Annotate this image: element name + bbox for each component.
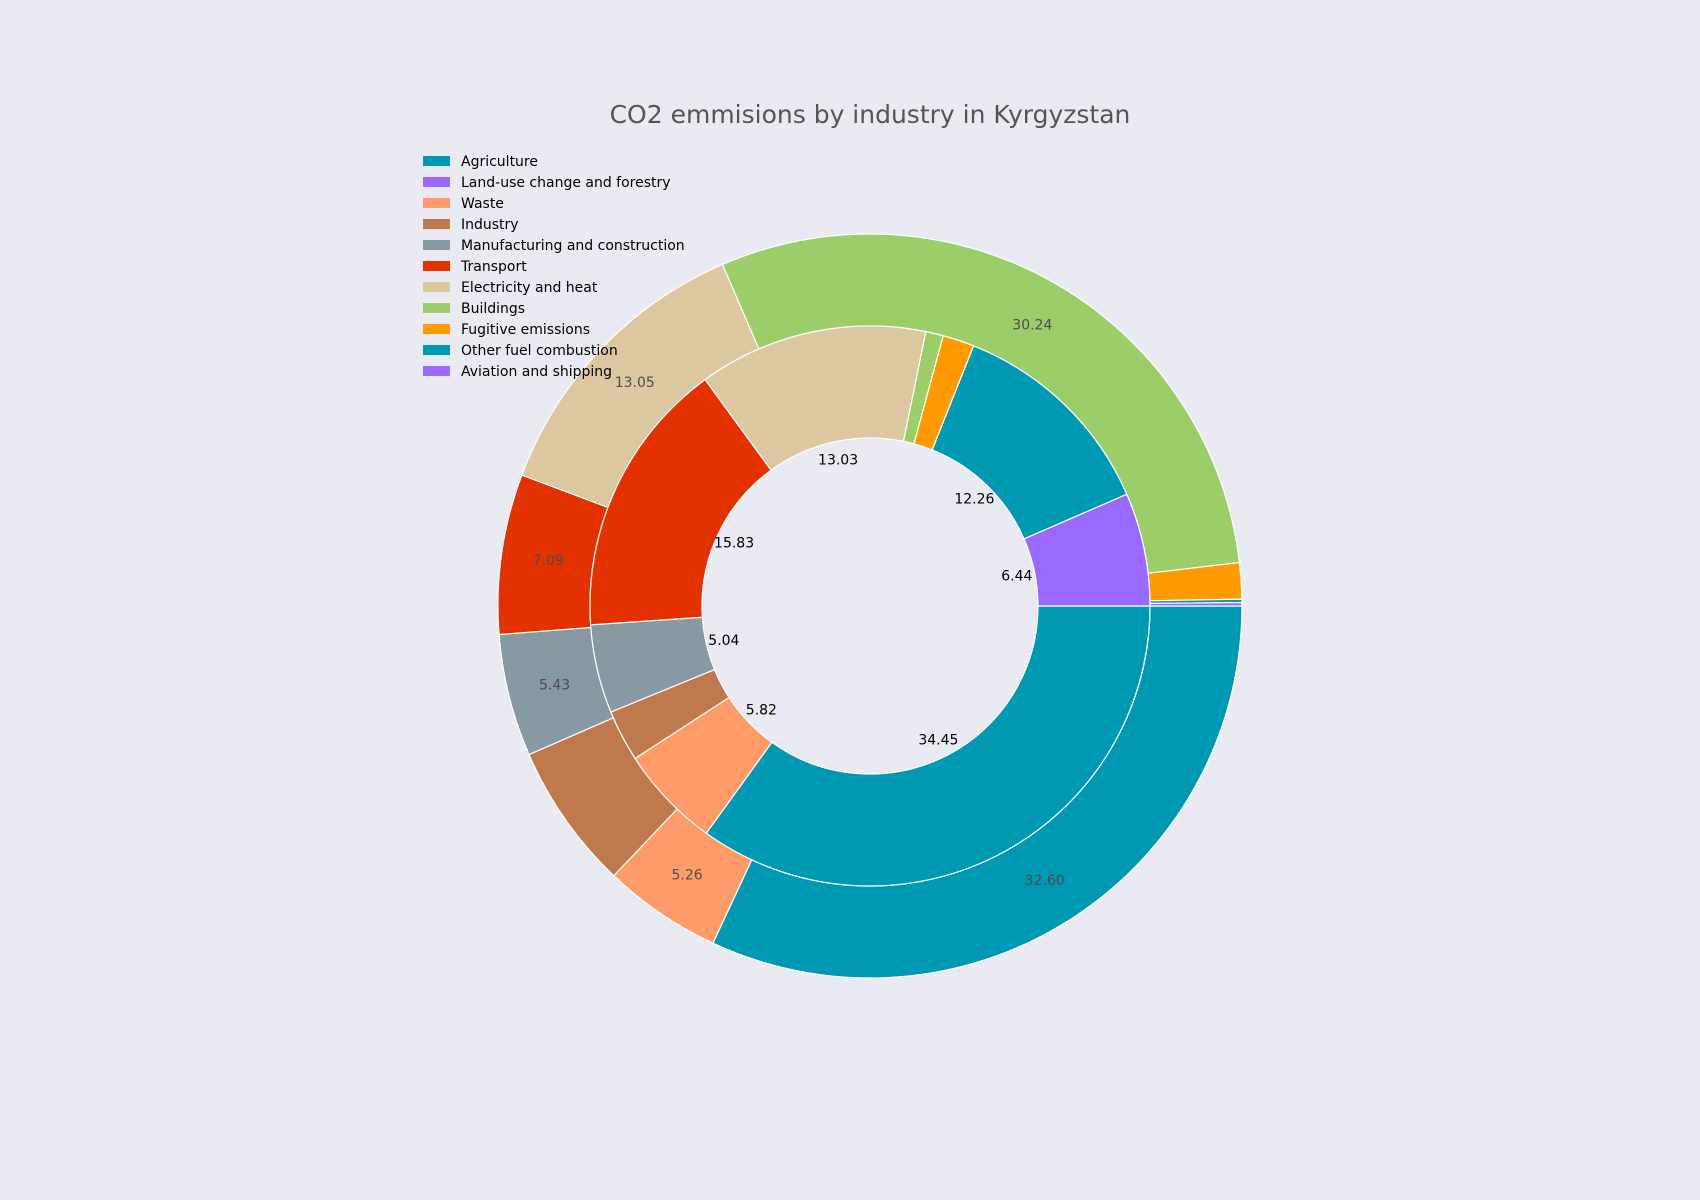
legend-swatch-other-fuel-combustion — [423, 345, 450, 355]
legend-swatch-buildings — [423, 303, 450, 313]
slice-labels: 32.60 5.26 5.43 7.09 13.05 30.24 34.45 5.82 5.04… — [533, 317, 1065, 889]
legend-swatch-manufacturing-and-construction — [423, 240, 450, 250]
legend-label-aviation-and-shipping: Aviation and shipping — [461, 364, 612, 380]
legend-label-transport: Transport — [460, 259, 527, 275]
inner-slice-transport — [589, 378, 772, 626]
outer-label-waste: 5.26 — [671, 868, 702, 884]
inner-label-transport: 15.83 — [714, 536, 754, 552]
outer-label-electricity-and-heat: 13.05 — [615, 375, 655, 391]
legend-swatch-industry — [423, 219, 450, 229]
legend-label-waste: Waste — [461, 196, 504, 212]
outer-label-buildings: 30.24 — [1012, 317, 1052, 333]
inner-label-agriculture: 34.45 — [918, 733, 958, 749]
legend-swatch-agriculture — [423, 156, 450, 166]
inner-label-aviation-and-shipping: 6.44 — [1001, 568, 1032, 584]
inner-slice-aviation-and-shipping — [1023, 493, 1151, 607]
inner-label-manufacturing-and-construction: 5.04 — [708, 633, 739, 649]
outer-label-manufacturing-and-construction: 5.43 — [539, 677, 570, 693]
legend-label-buildings: Buildings — [461, 301, 525, 317]
legend-label-land-use-change-and-forestry: Land-use change and forestry — [461, 175, 671, 191]
legend-label-agriculture: Agriculture — [461, 154, 538, 170]
legend-swatch-fugitive-emissions — [423, 324, 450, 334]
outer-label-transport: 7.09 — [533, 553, 564, 569]
legend-label-other-fuel-combustion: Other fuel combustion — [461, 343, 618, 359]
inner-label-other-fuel-combustion: 12.26 — [954, 491, 994, 507]
inner-slice-agriculture — [705, 605, 1151, 887]
legend-swatch-electricity-and-heat — [423, 282, 450, 292]
inner-label-waste: 5.82 — [746, 702, 777, 718]
legend-swatch-aviation-and-shipping — [423, 366, 450, 376]
legend: Agriculture Land-use change and forestry W… — [423, 154, 685, 380]
legend-label-electricity-and-heat: Electricity and heat — [461, 280, 598, 296]
legend-label-fugitive-emissions: Fugitive emissions — [461, 322, 590, 338]
legend-swatch-land-use-change-and-forestry — [423, 177, 450, 187]
legend-swatch-waste — [423, 198, 450, 208]
legend-label-manufacturing-and-construction: Manufacturing and construction — [461, 238, 685, 254]
outer-label-agriculture: 32.60 — [1025, 873, 1065, 889]
legend-label-industry: Industry — [461, 217, 519, 233]
outer-slice-aviation-and-shipping — [1149, 601, 1243, 607]
inner-label-electricity-and-heat: 13.03 — [818, 452, 858, 468]
chart-title: CO2 emmisions by industry in Kyrgyzstan — [610, 100, 1131, 129]
legend-swatch-transport — [423, 261, 450, 271]
inner-ring — [589, 325, 1151, 887]
